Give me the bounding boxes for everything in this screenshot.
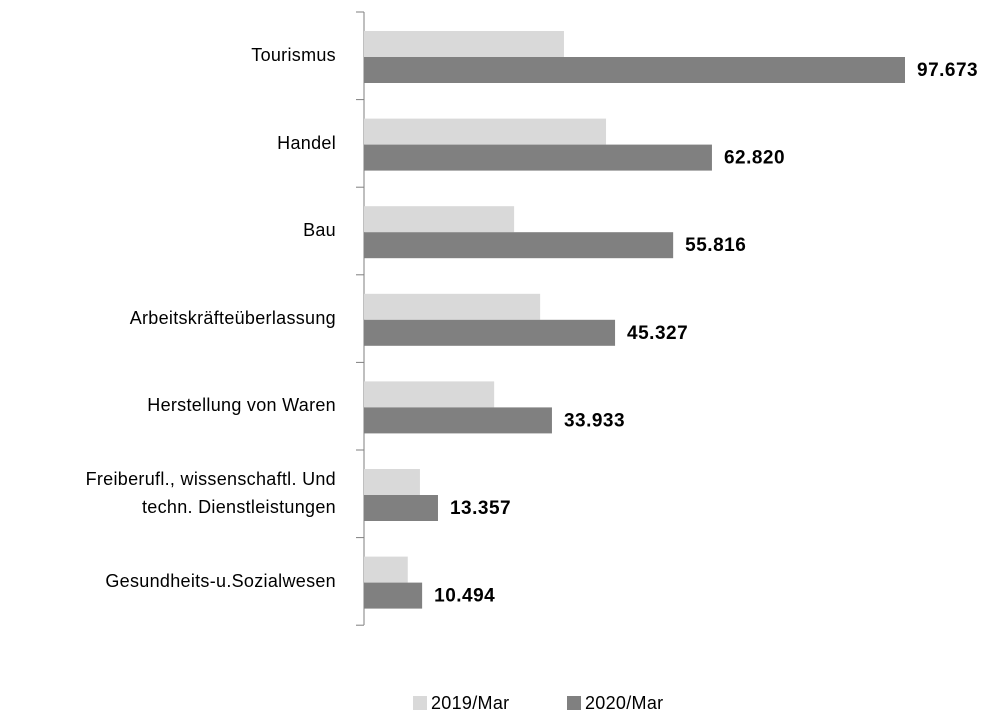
bar [364,582,423,609]
legend-swatch [413,696,427,710]
value-label: 62.820 [724,148,785,169]
bar [364,319,616,346]
bar [364,407,552,434]
legend-swatch [567,696,581,710]
category-label: Freiberufl., wissenschaftl. Und techn. D… [85,469,336,517]
bar [364,144,712,171]
bar [364,232,674,259]
bar [364,469,420,495]
category-label: Tourismus [251,45,336,65]
value-label: 97.673 [917,60,978,81]
bar [364,495,438,521]
category-label: Handel [277,132,336,153]
category-label: Gesundheits-u.Sozialwesen [105,570,336,591]
legend-label: 2019/Mar [431,693,509,713]
bar [364,206,515,233]
bar [364,293,541,320]
bar [364,57,905,83]
value-label: 45.327 [627,323,688,344]
value-label: 10.494 [434,586,495,607]
category-label: Bau [303,220,336,241]
bar [364,556,408,583]
value-label: 13.357 [450,498,511,519]
category-label: Herstellung von Waren [147,395,336,416]
bar [364,118,607,145]
value-label: 55.816 [685,235,746,256]
bar [364,381,495,408]
value-label: 33.933 [564,410,625,431]
legend-label: 2020/Mar [585,693,663,713]
category-label: Arbeitskräfteüberlassung [129,307,336,328]
bar [364,31,564,57]
